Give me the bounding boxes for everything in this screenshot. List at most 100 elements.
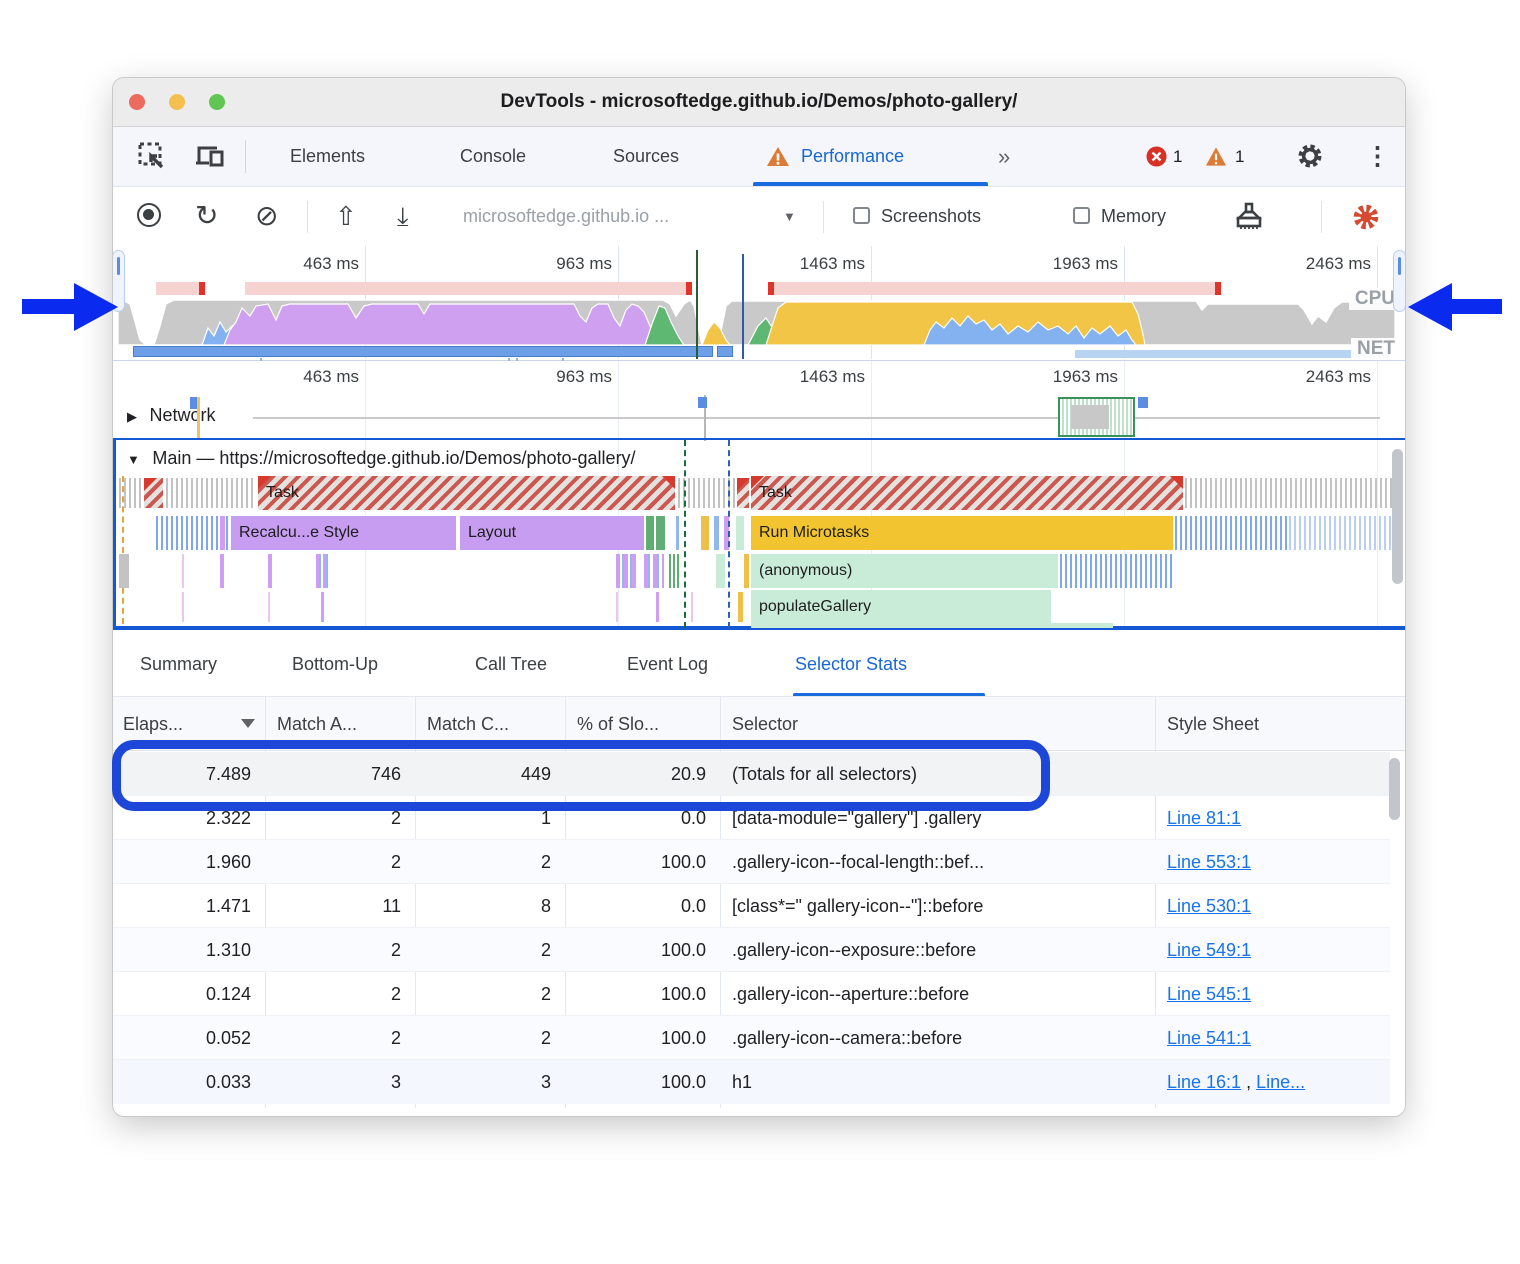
tab-performance[interactable]: Performance — [801, 146, 905, 166]
event-sliver — [691, 592, 693, 622]
inspect-element-icon[interactable] — [137, 141, 167, 171]
stylesheet-link[interactable]: Line 553:1 — [1167, 852, 1252, 872]
stylesheet-link[interactable]: Line 549:1 — [1167, 940, 1252, 960]
garbage-collect-icon[interactable] — [1235, 202, 1263, 232]
task-bar[interactable]: Task — [258, 476, 675, 510]
cell-elapsed: 0.124 — [205, 984, 251, 1004]
tab-sources[interactable]: Sources — [613, 146, 680, 166]
error-badge-icon[interactable] — [1146, 146, 1167, 167]
overview-ruler-label: 1463 ms — [799, 254, 865, 273]
tab-elements[interactable]: Elements — [290, 146, 366, 166]
task-label: Task — [759, 484, 792, 501]
column-header-selector[interactable]: Selector — [732, 714, 799, 734]
screenshots-checkbox[interactable] — [853, 207, 870, 224]
cell-match-count: 3 — [540, 1072, 551, 1092]
column-header-match-count[interactable]: Match C... — [427, 714, 510, 734]
sort-descending-icon — [241, 719, 255, 728]
capture-settings-gear-icon[interactable] — [1351, 202, 1381, 232]
table-row[interactable]: 0.052 2 2 100.0 .gallery-icon--camera::b… — [113, 1016, 1390, 1060]
download-profile-icon[interactable]: ⤓ — [397, 201, 409, 231]
long-task-fragment — [144, 478, 163, 508]
kebab-menu-icon[interactable]: ⋮ — [1365, 142, 1390, 170]
cpu-label: CPU — [1348, 288, 1401, 310]
main-track-toggle[interactable]: ▼ Main — https://microsoftedge.github.io… — [127, 448, 636, 469]
range-handle-right[interactable] — [1393, 250, 1405, 312]
table-row[interactable]: 0.033 3 3 100.0 h1 Line 16:1 , Line... — [113, 1060, 1390, 1104]
table-row[interactable]: 1.310 2 2 100.0 .gallery-icon--exposure:… — [113, 928, 1390, 972]
stylesheet-link[interactable]: Line 530:1 — [1167, 896, 1252, 916]
column-header-elapsed[interactable]: Elaps... — [123, 714, 184, 734]
cell-match-attempts: 2 — [390, 984, 401, 1004]
run-microtasks-bar[interactable]: Run Microtasks — [751, 516, 1173, 550]
table-row[interactable]: 2.322 2 1 0.0 [data-module="gallery"] .g… — [113, 796, 1390, 840]
tab-call-tree[interactable]: Call Tree — [475, 654, 548, 674]
cell-selector: .gallery-icon--aperture::before — [732, 984, 970, 1004]
column-divider[interactable] — [415, 696, 416, 1108]
table-row[interactable]: 1.960 2 2 100.0 .gallery-icon--focal-len… — [113, 840, 1390, 884]
totals-row-highlight-annotation — [112, 740, 1050, 811]
minimize-window-button[interactable] — [169, 94, 185, 110]
run-microtasks-label: Run Microtasks — [759, 524, 870, 541]
column-divider[interactable] — [720, 696, 721, 1108]
performance-toolbar: ↻ ⊘ ⇧ ⤓ microsoftedge.github.io ... ▼ Sc… — [113, 187, 1405, 247]
tab-bottom-up[interactable]: Bottom-Up — [292, 654, 379, 674]
close-window-button[interactable] — [129, 94, 145, 110]
active-tab-underline — [753, 182, 988, 186]
tab-event-log[interactable]: Event Log — [627, 654, 709, 674]
timeline-tracks-panel[interactable]: 463 ms 963 ms 1463 ms 1963 ms 2463 ms ▶ … — [113, 361, 1405, 632]
column-divider[interactable] — [265, 696, 266, 1108]
anonymous-bar[interactable]: (anonymous) — [751, 554, 1058, 588]
cell-match-count: 8 — [540, 896, 551, 916]
column-header-match-attempts[interactable]: Match A... — [277, 714, 358, 734]
stylesheet-link[interactable]: Line 545:1 — [1167, 984, 1252, 1004]
nav-start-marker-line — [122, 476, 126, 624]
recalculate-style-label: Recalcu...e Style — [239, 524, 360, 541]
recalculate-style-bar[interactable]: Recalcu...e Style — [231, 516, 458, 550]
main-track-label: Main — https://microsoftedge.github.io/D… — [152, 448, 636, 468]
tab-console[interactable]: Console — [460, 146, 527, 166]
memory-checkbox[interactable] — [1073, 207, 1090, 224]
title-bar: DevTools - microsoftedge.github.io/Demos… — [113, 78, 1405, 127]
micro-events-stripes — [1289, 516, 1393, 550]
more-tabs-icon[interactable]: » — [998, 144, 1010, 169]
tab-selector-stats[interactable]: Selector Stats — [795, 654, 908, 674]
history-dropdown[interactable]: microsoftedge.github.io ... — [463, 206, 670, 226]
column-header-slow-path[interactable]: % of Slo... — [577, 714, 660, 734]
table-row[interactable]: 1.471 11 8 0.0 [class*=" gallery-icon--"… — [113, 884, 1390, 928]
cell-slow: 100.0 — [660, 852, 706, 872]
cell-elapsed: 1.960 — [205, 852, 251, 872]
table-row[interactable]: 0.124 2 2 100.0 .gallery-icon--aperture:… — [113, 972, 1390, 1016]
cell-match-attempts: 11 — [382, 896, 401, 916]
warning-badge-icon[interactable] — [1205, 146, 1227, 167]
reload-record-icon[interactable]: ↻ — [195, 200, 219, 231]
timeline-scrollbar[interactable] — [1392, 449, 1403, 584]
cell-match-attempts: 3 — [390, 1072, 401, 1092]
device-toolbar-icon[interactable] — [195, 141, 225, 171]
record-button[interactable] — [137, 203, 161, 227]
tab-summary[interactable]: Summary — [140, 654, 218, 674]
upload-profile-icon[interactable]: ⇧ — [335, 201, 357, 231]
stylesheet-link[interactable]: Line 81:1 — [1167, 808, 1242, 828]
table-row-totals[interactable]: 7.489 746 449 20.9 (Totals for all selec… — [113, 752, 1390, 796]
cell-elapsed: 1.310 — [205, 940, 251, 960]
maximize-window-button[interactable] — [209, 94, 225, 110]
column-divider[interactable] — [1155, 696, 1156, 1108]
cell-selector: [data-module="gallery"] .gallery — [732, 808, 982, 828]
stylesheet-link[interactable]: Line 16:1 — [1167, 1072, 1242, 1092]
stylesheet-link-separator: , — [1241, 1072, 1257, 1092]
stylesheet-link[interactable]: Line... — [1256, 1072, 1306, 1092]
network-track-toggle[interactable]: ▶ Network — [127, 405, 215, 426]
timeline-overview[interactable]: 463 ms 963 ms 1463 ms 1963 ms 2463 ms CP… — [113, 246, 1405, 363]
column-header-stylesheet[interactable]: Style Sheet — [1167, 714, 1260, 734]
stylesheet-link[interactable]: Line 541:1 — [1167, 1028, 1252, 1048]
event-sliver — [220, 554, 224, 588]
settings-gear-icon[interactable] — [1296, 142, 1324, 170]
dcl-marker-line — [742, 254, 744, 359]
populate-gallery-bar[interactable]: populateGallery — [751, 590, 1051, 624]
layout-bar[interactable]: Layout — [460, 516, 644, 550]
clear-icon[interactable]: ⊘ — [255, 200, 279, 231]
task-bar[interactable]: Task — [751, 476, 1183, 510]
table-scrollbar[interactable] — [1389, 758, 1400, 820]
column-divider[interactable] — [565, 696, 566, 1108]
main-track[interactable]: ▼ Main — https://microsoftedge.github.io… — [113, 438, 1405, 630]
